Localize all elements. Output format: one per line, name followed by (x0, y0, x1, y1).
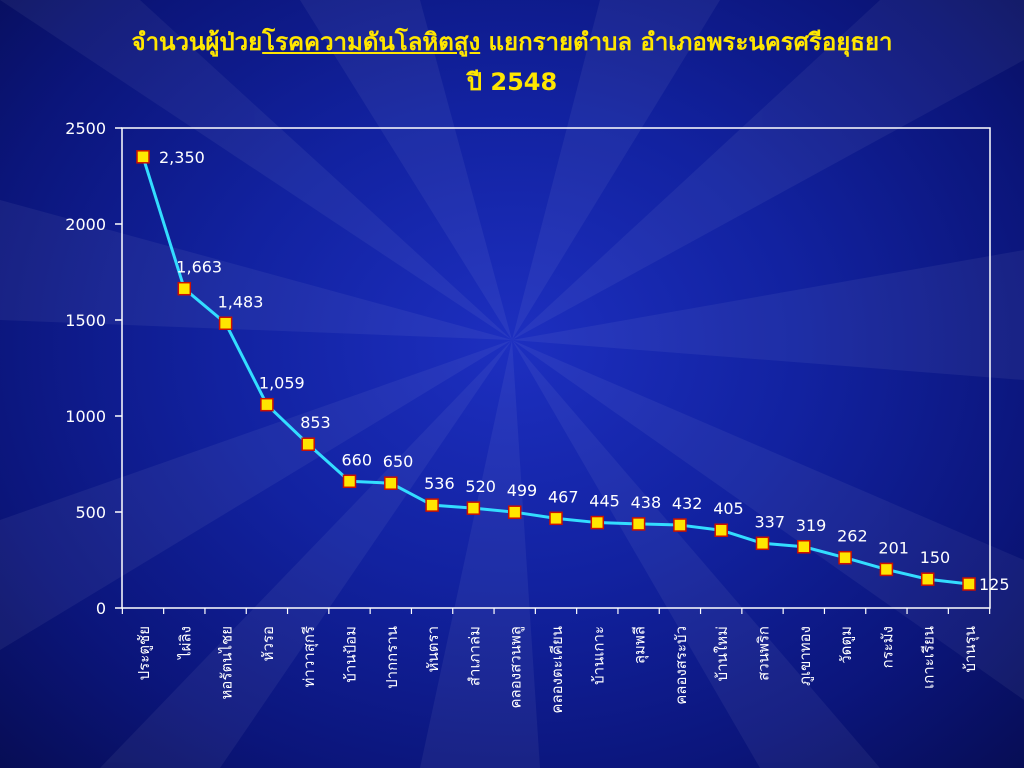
x-category-label: บ้านรุน (961, 626, 980, 673)
data-point-marker (342, 474, 357, 489)
data-point-marker (920, 572, 935, 586)
chart-title: จำนวนผู้ป่วยโรคความดันโลหิตสูง แยกรายตำบ… (0, 22, 1024, 102)
data-label: 499 (507, 481, 538, 500)
data-point-marker (425, 498, 439, 512)
data-label: 1,663 (176, 258, 222, 277)
data-point-marker (136, 150, 150, 164)
x-category-label: เกาะเรียน (920, 626, 938, 689)
data-label: 1,059 (259, 374, 305, 393)
title-part2: โรคความดันโลหิตสูง (262, 28, 481, 56)
title-year: ปี 2548 (466, 68, 558, 96)
data-label: 650 (383, 452, 414, 471)
data-label: 432 (672, 494, 703, 513)
data-label: 405 (713, 499, 744, 518)
data-label: 853 (300, 413, 331, 432)
x-category-label: ไผ่ลิง (176, 626, 194, 660)
data-point-marker (838, 550, 852, 565)
title-part1: จำนวนผู้ป่วย (131, 28, 263, 56)
x-category-label: สวนพริก (755, 626, 773, 681)
x-category-label: กระมัง (878, 626, 896, 668)
x-category-label: ท่าวาสุกรี (300, 626, 319, 687)
x-category-label: ประตูชัย (135, 626, 153, 680)
x-category-label: บ้านป้อม (342, 626, 360, 683)
data-point-marker (466, 501, 481, 515)
x-category-label: คลองสวนพลู (507, 626, 525, 708)
data-point-marker (549, 511, 563, 526)
data-point-marker (301, 437, 315, 451)
x-category-label: หอรัตนไชย (218, 626, 236, 699)
data-label: 660 (342, 450, 373, 469)
data-point-marker (714, 523, 728, 537)
y-tick-label: 2500 (65, 119, 106, 138)
data-point-marker (260, 397, 274, 412)
x-category-label: ภูเขาทอง (796, 626, 814, 686)
data-point-marker (962, 577, 976, 591)
data-label: 150 (920, 548, 951, 567)
data-label: 520 (465, 477, 496, 496)
data-point-marker (218, 316, 233, 331)
data-label: 262 (837, 527, 868, 546)
data-point-marker (590, 515, 605, 530)
x-category-label: หันตรา (424, 626, 442, 672)
data-label: 201 (878, 538, 909, 557)
x-category-label: บ้านเกาะ (589, 626, 607, 685)
data-label: 445 (589, 492, 620, 511)
data-label: 125 (979, 575, 1010, 594)
x-category-label: ปากกราน (383, 626, 401, 689)
data-point-marker (673, 518, 687, 532)
data-point-marker (507, 505, 522, 519)
y-tick-label: 500 (75, 503, 106, 522)
x-category-label: คลองตะเคียน (548, 626, 566, 714)
x-category-label: คลองสระบัว (672, 626, 690, 705)
data-point-marker (755, 536, 770, 551)
data-point-marker (797, 540, 811, 554)
y-tick-label: 2000 (65, 215, 106, 234)
data-point-marker (879, 562, 894, 577)
data-point-marker (631, 517, 646, 531)
data-label: 536 (424, 474, 455, 493)
data-label: 337 (755, 512, 786, 531)
title-part3: แยกรายตำบล อำเภอพระนครศรีอยุธยา (480, 28, 893, 56)
x-category-label: วัดตูม (837, 626, 855, 664)
data-label: 2,350 (159, 148, 205, 167)
y-tick-label: 1500 (65, 311, 106, 330)
data-label: 1,483 (218, 292, 264, 311)
x-category-label: สำเภาล่ม (465, 626, 483, 686)
data-label: 319 (796, 516, 827, 535)
data-label: 467 (548, 487, 579, 506)
y-tick-label: 0 (96, 599, 106, 618)
data-point-marker (177, 281, 192, 296)
x-category-label: บ้านใหม่ (713, 626, 731, 681)
data-label: 438 (631, 493, 662, 512)
y-tick-label: 1000 (65, 407, 106, 426)
plot-area (121, 127, 991, 609)
data-point-marker (384, 476, 398, 490)
x-category-label: ลุมพลี (631, 626, 650, 664)
x-category-label: หัวรอ (259, 626, 277, 661)
